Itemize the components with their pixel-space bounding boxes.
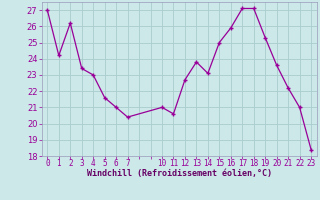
- X-axis label: Windchill (Refroidissement éolien,°C): Windchill (Refroidissement éolien,°C): [87, 169, 272, 178]
